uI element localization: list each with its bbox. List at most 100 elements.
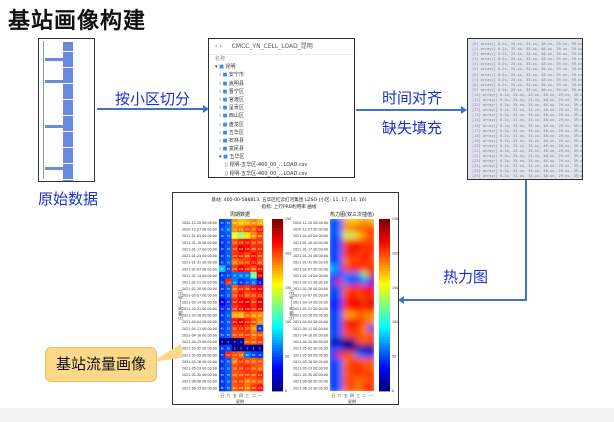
folder-item[interactable]: ▾ ■ 五华区 — [219, 154, 245, 161]
colorbar-segment — [379, 299, 390, 303]
heatmap-cell — [256, 258, 264, 266]
footer-band — [0, 408, 614, 422]
heatmap-cell — [219, 271, 226, 279]
x-tick-label: 一 — [369, 393, 373, 398]
colorbar-segment — [272, 244, 283, 249]
forward-icon[interactable]: › — [219, 43, 222, 50]
colorbar-segment — [379, 353, 390, 357]
folder-item[interactable]: › ■ 富民县 — [219, 146, 244, 153]
x-tick-label: 五 — [344, 393, 348, 398]
heatmap-cell — [231, 252, 239, 259]
arrow-heatmap-vertical — [525, 180, 527, 301]
arrow-split — [97, 108, 205, 110]
heatmap-cell — [330, 258, 337, 266]
colorbar-segment — [272, 313, 283, 317]
heatmap-cell — [355, 331, 362, 339]
colorbar-segment — [379, 368, 390, 372]
heatmap-cell — [336, 271, 343, 279]
heatmap-cell — [231, 219, 239, 226]
heatmap-cell — [367, 371, 374, 379]
colorbar-segment — [272, 307, 283, 312]
y-axis-label: 日期(周一~周日) — [177, 289, 183, 320]
folder-item[interactable]: › ■ 西山区 — [219, 113, 244, 120]
heatmap-cell — [225, 331, 232, 339]
y-tick-label: 2021-05-23 00:00:00 — [182, 367, 217, 371]
tree-node — [63, 160, 73, 164]
heatmap-cell — [231, 238, 239, 246]
colorbar-segment — [379, 373, 390, 378]
cell-value-label: 50 — [221, 228, 225, 231]
heatmap-cell — [237, 324, 245, 332]
cell-value-label: 205 — [251, 387, 256, 390]
file-item[interactable]: ▯ 昆明-五华区-460_00_...LOAD.csv — [225, 162, 308, 169]
heatmap-cell — [219, 344, 226, 352]
colorbar-segment — [379, 359, 390, 363]
cell-value-label: 150 — [232, 235, 237, 238]
heatmap-cell — [237, 371, 245, 379]
heatmap-cell — [367, 278, 374, 286]
heatmap-cell — [250, 318, 258, 326]
x-tick-label: 六 — [338, 393, 342, 398]
heatmap-cell — [225, 377, 232, 385]
colorbar-segment — [272, 325, 283, 329]
tree-node — [63, 67, 73, 71]
colorbar-segment — [379, 322, 390, 326]
heatmap-cell — [231, 338, 239, 345]
heatmap-cell — [250, 258, 258, 266]
file-item[interactable]: ▯ 昆明-五华区-460_00_...LOAD.csv — [225, 170, 308, 177]
heatmap-cell — [367, 305, 374, 312]
heatmap-cell — [330, 377, 337, 385]
folder-item[interactable]: › ■ 五华区 — [219, 129, 244, 136]
heatmap-cell — [355, 238, 362, 246]
cell-value-label: 200 — [232, 242, 237, 245]
heatmap-cell — [348, 331, 356, 339]
heatmap-cell — [355, 364, 362, 372]
folder-item[interactable]: › ■ 石林县 — [219, 137, 244, 144]
folder-item[interactable]: › ■ 官渡区 — [219, 96, 244, 103]
heatmap-cell — [355, 252, 362, 259]
heatmap-cell — [336, 285, 343, 293]
folder-item[interactable]: › ■ 安宁市 — [219, 72, 244, 79]
folder-item[interactable]: › ■ 晋宁区 — [219, 88, 244, 95]
colorbar-segment — [272, 293, 283, 297]
heatmap-cell — [250, 338, 258, 345]
heatmap-cell — [244, 225, 251, 233]
heatmap-cell — [361, 278, 369, 286]
colorbar-segment — [272, 279, 283, 283]
heatmap-cell — [336, 265, 343, 273]
heatmap-cell — [342, 318, 350, 326]
heatmap-cell — [355, 357, 362, 365]
folder-item[interactable]: › ■ 盘龙区 — [219, 121, 244, 128]
heatmap-cell — [231, 258, 239, 266]
colorbar-segment — [379, 224, 390, 228]
heatmap-cell — [342, 298, 350, 306]
cell-value-label: 55 — [227, 367, 231, 370]
heatmap-cell — [330, 219, 337, 226]
colorbar-segment — [379, 219, 390, 223]
heatmap-cell — [219, 305, 226, 312]
heatmap-cell — [244, 285, 251, 293]
colorbar-segment — [379, 264, 390, 269]
cell-value-label: 45 — [221, 321, 225, 324]
folder-root[interactable]: ▾ ■ 昆明 — [215, 64, 236, 71]
cell-value-label: 5 — [259, 347, 261, 350]
folder-item[interactable]: › ■ 呈贡区 — [219, 105, 244, 112]
heatmap-cell — [330, 324, 337, 332]
heatmap-cell — [355, 377, 362, 385]
tree-node — [63, 147, 73, 151]
page-title: 基站画像构建 — [8, 9, 147, 34]
cell-value-label: 185 — [258, 321, 263, 324]
heatmap-cell — [231, 271, 239, 279]
y-tick-label: 2021-02-07 00:00:00 — [293, 267, 328, 271]
cell-value-label: 210 — [245, 268, 250, 271]
heatmap-cell — [219, 357, 226, 365]
y-tick-label: 2021-05-30 00:00:00 — [182, 373, 217, 377]
heatmap-cell — [336, 291, 343, 299]
back-icon[interactable]: ‹ — [215, 43, 218, 50]
folder-item[interactable]: › ■ 嵩明县 — [219, 80, 244, 87]
colorbar-segment — [379, 350, 390, 355]
heatmap-cell — [336, 351, 343, 359]
y-tick-label: 2021-04-04 00:00:00 — [293, 320, 328, 324]
colorbar-segment — [272, 339, 283, 343]
cell-value-label: 170 — [239, 222, 244, 225]
